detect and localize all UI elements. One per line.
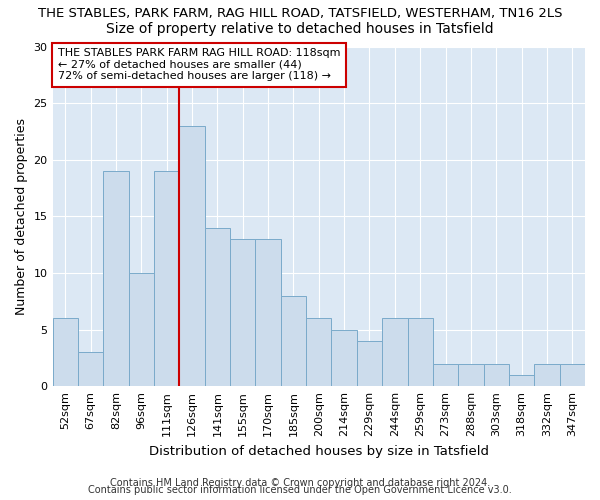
Y-axis label: Number of detached properties: Number of detached properties	[15, 118, 28, 315]
Bar	[560, 364, 585, 386]
Bar	[407, 318, 433, 386]
Text: THE STABLES PARK FARM RAG HILL ROAD: 118sqm
← 27% of detached houses are smaller: THE STABLES PARK FARM RAG HILL ROAD: 118…	[58, 48, 340, 82]
Bar	[382, 318, 407, 386]
Bar	[357, 341, 382, 386]
Bar	[154, 171, 179, 386]
Text: Size of property relative to detached houses in Tatsfield: Size of property relative to detached ho…	[106, 22, 494, 36]
Bar	[205, 228, 230, 386]
Bar	[534, 364, 560, 386]
Text: Contains public sector information licensed under the Open Government Licence v3: Contains public sector information licen…	[88, 485, 512, 495]
Bar	[179, 126, 205, 386]
Bar	[281, 296, 306, 386]
Text: THE STABLES, PARK FARM, RAG HILL ROAD, TATSFIELD, WESTERHAM, TN16 2LS: THE STABLES, PARK FARM, RAG HILL ROAD, T…	[38, 8, 562, 20]
Bar	[331, 330, 357, 386]
Bar	[433, 364, 458, 386]
Bar	[256, 239, 281, 386]
Bar	[128, 273, 154, 386]
Bar	[306, 318, 331, 386]
Bar	[103, 171, 128, 386]
Bar	[230, 239, 256, 386]
Bar	[458, 364, 484, 386]
Bar	[78, 352, 103, 386]
Bar	[53, 318, 78, 386]
X-axis label: Distribution of detached houses by size in Tatsfield: Distribution of detached houses by size …	[149, 444, 489, 458]
Bar	[484, 364, 509, 386]
Bar	[509, 375, 534, 386]
Text: Contains HM Land Registry data © Crown copyright and database right 2024.: Contains HM Land Registry data © Crown c…	[110, 478, 490, 488]
